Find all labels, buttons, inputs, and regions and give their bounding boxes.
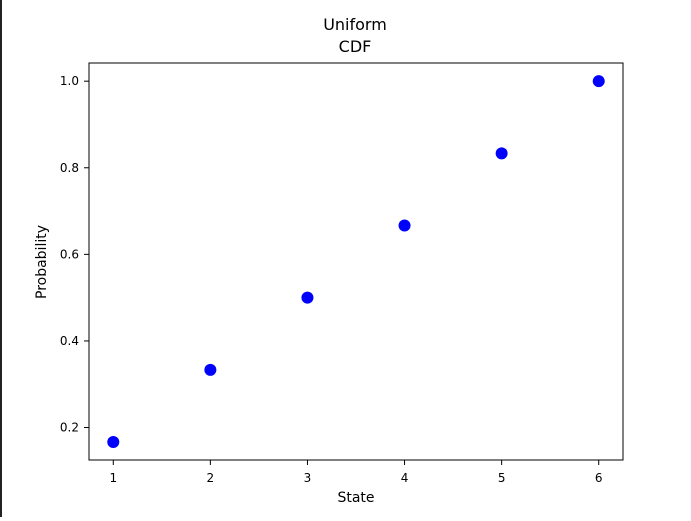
x-tick-label: 3	[304, 471, 312, 485]
x-tick-label: 2	[207, 471, 215, 485]
data-point	[592, 75, 605, 88]
data-point	[398, 219, 411, 232]
window-edge	[0, 0, 2, 517]
plot-area-frame	[88, 62, 624, 461]
y-tick-label: 0.8	[60, 161, 79, 175]
data-points	[107, 75, 605, 448]
data-point	[107, 435, 120, 448]
y-tick-label: 0.4	[60, 334, 79, 348]
x-axis-label: State	[337, 490, 374, 506]
y-tick-label: 0.6	[60, 247, 79, 261]
x-tick-label: 5	[498, 471, 506, 485]
data-point	[495, 147, 508, 160]
data-point	[301, 291, 314, 304]
data-point	[204, 363, 217, 376]
y-tick-label: 1.0	[60, 74, 79, 88]
chart-subtitle: CDF	[339, 37, 372, 56]
y-axis-ticks: 0.2 0.4 0.6 0.8 1.0	[60, 74, 89, 435]
y-axis-label: Probability	[34, 225, 50, 299]
y-tick-label: 0.2	[60, 421, 79, 435]
chart-title: Uniform	[323, 15, 387, 34]
x-tick-label: 6	[595, 471, 603, 485]
x-tick-label: 4	[401, 471, 409, 485]
x-tick-label: 1	[109, 471, 117, 485]
x-axis-ticks: 1 2 3 4 5 6	[109, 460, 603, 485]
